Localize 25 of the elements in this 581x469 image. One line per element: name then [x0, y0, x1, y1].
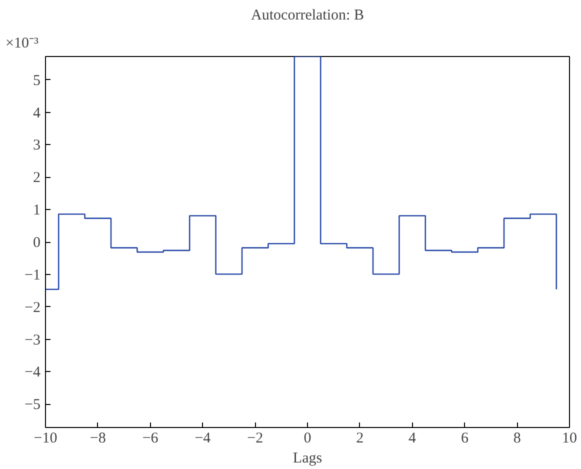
y-tick-label: −2: [24, 300, 41, 316]
x-tick-label: 8: [513, 430, 521, 446]
chart-title: Autocorrelation: B: [251, 8, 364, 24]
y-tick-label: −1: [24, 267, 41, 284]
x-tick-label: 10: [562, 430, 577, 446]
y-tick-label: 5: [33, 72, 40, 89]
x-tick-label: −8: [90, 430, 106, 446]
y-tick-label: 4: [33, 105, 41, 122]
y-tick-label: 0: [33, 235, 40, 251]
x-tick-label: 4: [408, 430, 417, 446]
y-tick-label: −5: [24, 397, 41, 414]
y-tick-label: −3: [24, 332, 41, 348]
y-tick-label: 2: [33, 170, 40, 186]
x-tick-label: 0: [304, 430, 312, 446]
y-tick-label: 3: [33, 138, 40, 154]
x-axis-title: Lags: [292, 450, 322, 466]
x-tick-label: 2: [356, 430, 364, 446]
x-tick-label: −10: [34, 430, 58, 446]
x-tick-label: −6: [142, 430, 159, 446]
x-tick-label: −2: [247, 430, 264, 446]
x-tick-label: 6: [460, 430, 469, 446]
text: ×10⁻³: [6, 36, 39, 52]
y-tick-label: 1: [33, 202, 40, 219]
x-tick-label: −4: [194, 430, 212, 446]
y-tick-label: −4: [24, 364, 41, 381]
